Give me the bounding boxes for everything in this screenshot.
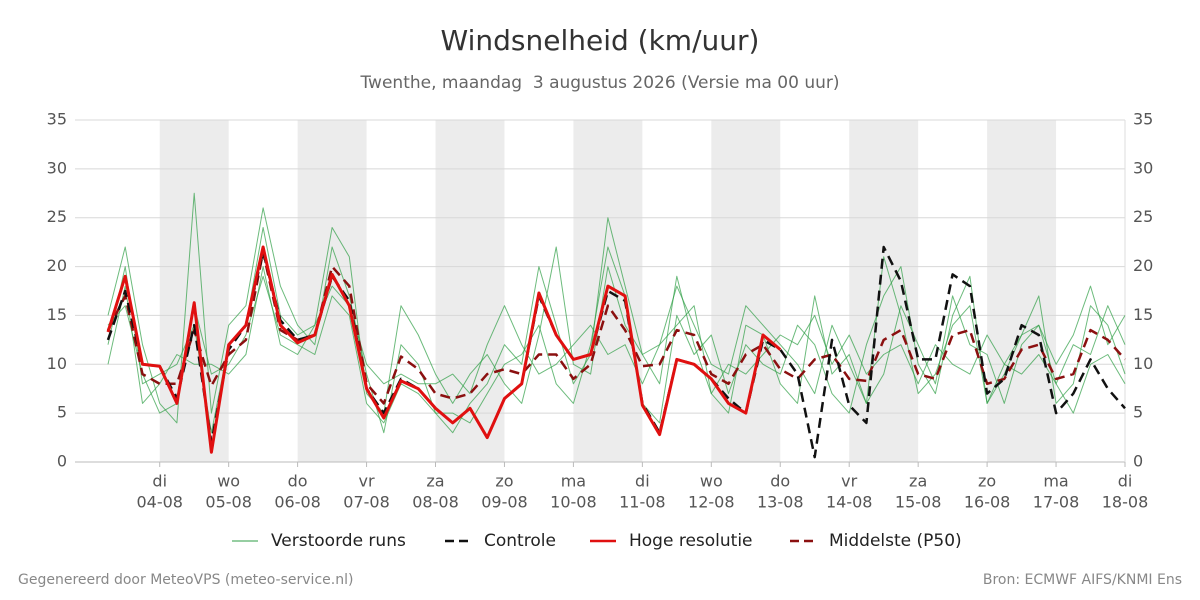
y2-tick-label: 25 — [1133, 207, 1153, 226]
x-tick-date: 04-08 — [136, 493, 183, 512]
y2-tick-label: 30 — [1133, 158, 1153, 177]
x-tick-day: vr — [841, 472, 857, 491]
x-tick-date: 16-08 — [964, 493, 1011, 512]
y-tick-label: 10 — [47, 354, 67, 373]
ensemble-line — [107, 192, 1126, 434]
day-shade — [435, 120, 505, 462]
x-tick-date: 05-08 — [205, 493, 252, 512]
day-shade — [297, 120, 367, 462]
x-tick-day: za — [909, 472, 927, 491]
x-tick-day: wo — [700, 472, 723, 491]
ensemble-line — [107, 266, 1126, 404]
x-tick-date: 08-08 — [412, 493, 459, 512]
y-tick-label: 20 — [47, 256, 67, 275]
footer-left: Gegenereerd door MeteoVPS (meteo-service… — [18, 572, 353, 588]
y-tick-label: 30 — [47, 158, 67, 177]
x-tick-day: ma — [561, 472, 586, 491]
x-tick-day: di — [635, 472, 650, 491]
y2-tick-label: 15 — [1133, 305, 1153, 324]
x-tick-date: 06-08 — [274, 493, 321, 512]
x-tick-date: 14-08 — [826, 493, 873, 512]
x-tick-date: 18-08 — [1102, 493, 1149, 512]
x-tick-date: 12-08 — [688, 493, 735, 512]
chart-subtitle: Twenthe, maandag 3 augustus 2026 (Versie… — [359, 73, 839, 93]
x-tick-day: di — [152, 472, 167, 491]
x-tick-date: 13-08 — [757, 493, 804, 512]
y2-tick-label: 10 — [1133, 354, 1153, 373]
y2-tick-label: 0 — [1133, 452, 1143, 471]
y2-tick-label: 35 — [1133, 110, 1153, 129]
x-tick-day: di — [1118, 472, 1133, 491]
y-tick-label: 25 — [47, 207, 67, 226]
x-tick-date: 17-08 — [1033, 493, 1080, 512]
x-tick-date: 10-08 — [550, 493, 597, 512]
ensemble-line — [107, 246, 1126, 424]
day-shade — [987, 120, 1057, 462]
x-tick-day: do — [770, 472, 790, 491]
x-tick-day: za — [426, 472, 444, 491]
legend-label: Controle — [484, 531, 556, 551]
y2-tick-label: 20 — [1133, 256, 1153, 275]
x-tick-day: ma — [1043, 472, 1068, 491]
chart-title: Windsnelheid (km/uur) — [441, 24, 760, 57]
legend-label: Middelste (P50) — [829, 531, 962, 551]
x-tick-date: 11-08 — [619, 493, 666, 512]
y-tick-label: 5 — [57, 403, 67, 422]
x-tick-day: vr — [359, 472, 375, 491]
legend-label: Hoge resolutie — [629, 531, 753, 551]
day-shade — [849, 120, 919, 462]
x-tick-date: 07-08 — [343, 493, 390, 512]
day-shade — [711, 120, 781, 462]
x-tick-date: 15-08 — [895, 493, 942, 512]
x-tick-day: zo — [978, 472, 996, 491]
footer-right: Bron: ECMWF AIFS/KNMI Ens — [983, 572, 1182, 588]
legend-label: Verstoorde runs — [271, 531, 406, 551]
y-tick-label: 35 — [47, 110, 67, 129]
y2-tick-label: 5 — [1133, 403, 1143, 422]
x-tick-day: do — [288, 472, 308, 491]
y-tick-label: 15 — [47, 305, 67, 324]
y-tick-label: 0 — [57, 452, 67, 471]
series-line — [106, 245, 782, 454]
x-tick-day: wo — [217, 472, 240, 491]
x-tick-date: 09-08 — [481, 493, 528, 512]
x-tick-day: zo — [495, 472, 513, 491]
